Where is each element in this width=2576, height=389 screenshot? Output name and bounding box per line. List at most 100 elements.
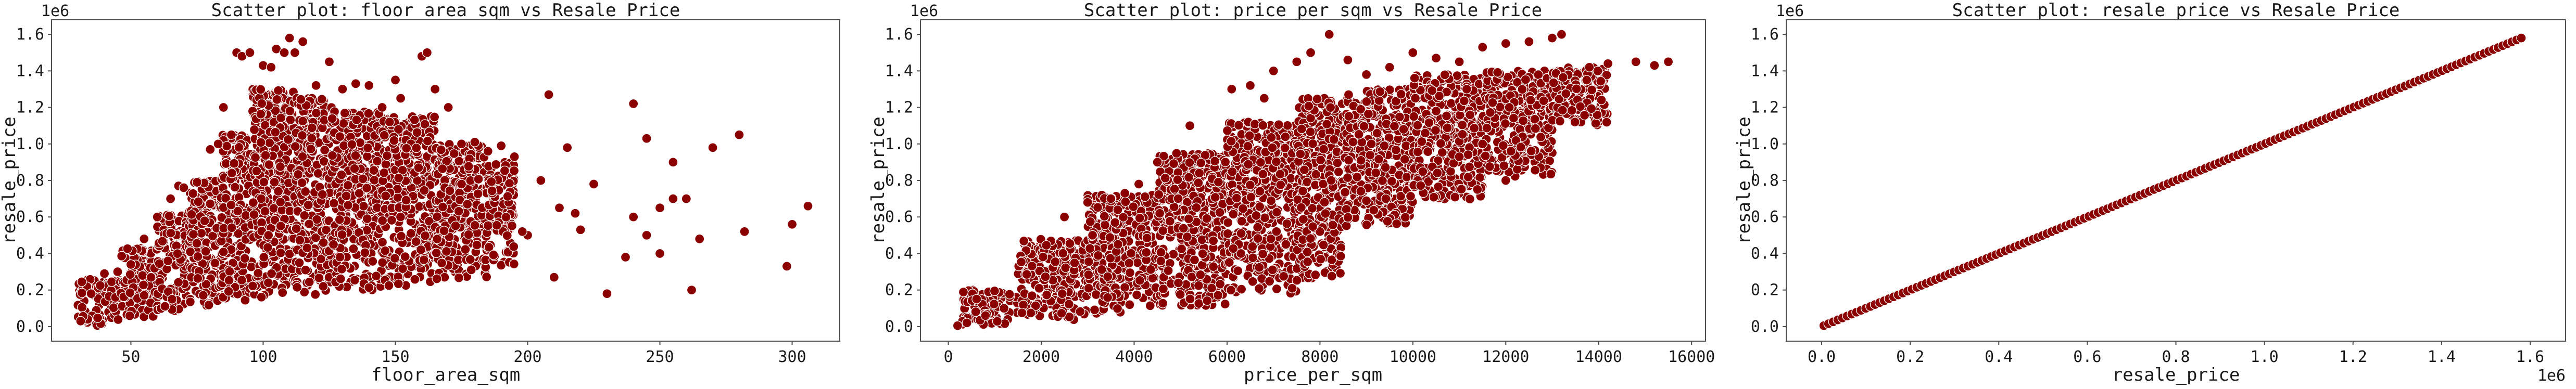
data-point xyxy=(296,94,306,105)
y-offset-label: 1e6 xyxy=(910,2,938,20)
data-point xyxy=(310,289,321,300)
data-point xyxy=(240,295,250,305)
data-point xyxy=(436,145,446,155)
data-point xyxy=(1369,205,1379,215)
data-point xyxy=(327,113,337,124)
data-point xyxy=(389,253,400,264)
data-point xyxy=(1016,257,1027,267)
data-point xyxy=(1120,197,1131,207)
data-point xyxy=(1056,308,1067,319)
data-point xyxy=(1380,162,1391,173)
data-point xyxy=(1321,119,1332,129)
data-point xyxy=(371,271,382,281)
subplot-price-per-sqm: Scatter plot: price_per_sqm vs Resale Pr… xyxy=(868,0,1715,385)
data-point xyxy=(549,272,559,282)
data-point xyxy=(1141,247,1152,258)
data-point xyxy=(146,272,156,282)
data-point xyxy=(256,292,267,303)
data-point xyxy=(347,139,357,150)
data-point xyxy=(501,212,511,223)
data-point xyxy=(1374,95,1384,106)
data-point xyxy=(1264,276,1275,287)
data-point xyxy=(1296,124,1307,134)
data-point xyxy=(1132,257,1143,268)
data-point xyxy=(338,118,349,129)
data-point xyxy=(124,310,135,321)
data-point xyxy=(204,300,214,310)
data-point xyxy=(327,150,338,161)
data-point xyxy=(292,282,302,293)
data-point xyxy=(1021,269,1032,280)
data-point xyxy=(1165,216,1175,226)
data-point xyxy=(205,144,216,154)
data-point xyxy=(989,286,1000,296)
data-point xyxy=(1258,169,1268,179)
data-point xyxy=(343,180,353,191)
data-point xyxy=(337,84,348,95)
data-point xyxy=(218,102,229,113)
data-point xyxy=(152,212,162,222)
data-point xyxy=(1391,145,1401,155)
data-point xyxy=(313,168,323,179)
data-point xyxy=(368,256,378,267)
data-point xyxy=(125,269,135,280)
data-point xyxy=(463,161,474,172)
data-point xyxy=(351,114,362,125)
data-point xyxy=(369,165,379,176)
chart-title: Scatter plot: floor_area_sqm vs Resale P… xyxy=(211,0,680,21)
data-point xyxy=(1236,216,1247,226)
data-point xyxy=(297,130,308,141)
data-point xyxy=(1210,192,1220,203)
data-point xyxy=(454,194,465,205)
data-point xyxy=(465,254,475,265)
data-point xyxy=(1075,306,1085,317)
data-point xyxy=(226,129,237,140)
data-point xyxy=(273,85,284,96)
data-point xyxy=(1065,238,1075,249)
data-point xyxy=(419,185,430,196)
x-tick-label: 150 xyxy=(381,348,409,366)
data-point xyxy=(1342,172,1353,183)
data-point xyxy=(1083,256,1094,267)
data-point xyxy=(377,102,387,113)
data-point xyxy=(1359,121,1369,132)
data-point xyxy=(602,289,612,299)
data-point xyxy=(1099,211,1109,222)
data-point xyxy=(1394,112,1405,122)
data-point xyxy=(1247,253,1258,263)
data-point xyxy=(507,221,517,231)
data-point xyxy=(1038,252,1049,262)
data-point xyxy=(317,94,327,105)
data-point xyxy=(256,217,267,228)
data-point xyxy=(162,256,173,266)
data-point xyxy=(430,84,440,95)
data-point xyxy=(318,237,329,248)
data-point xyxy=(517,226,527,237)
data-point xyxy=(401,143,412,153)
x-tick-label: 300 xyxy=(778,348,806,366)
data-point xyxy=(172,249,183,259)
data-point xyxy=(570,208,580,218)
data-point xyxy=(641,133,652,144)
data-point xyxy=(1040,271,1051,282)
data-point xyxy=(1158,283,1169,294)
data-point xyxy=(439,226,449,236)
data-point xyxy=(75,316,86,327)
data-point xyxy=(1377,175,1388,186)
data-point xyxy=(1352,172,1362,182)
data-point xyxy=(188,188,198,199)
data-point xyxy=(275,248,286,258)
data-point xyxy=(1363,109,1374,119)
data-point xyxy=(1354,129,1364,140)
data-point xyxy=(112,266,123,277)
data-point xyxy=(395,212,406,222)
data-point xyxy=(1089,305,1100,315)
data-point xyxy=(1243,159,1254,170)
data-point xyxy=(92,313,103,323)
data-point xyxy=(544,89,554,100)
data-point xyxy=(472,240,482,250)
data-point xyxy=(1176,243,1187,254)
data-point xyxy=(1223,217,1233,228)
data-point xyxy=(293,169,304,180)
data-point xyxy=(1356,155,1366,165)
